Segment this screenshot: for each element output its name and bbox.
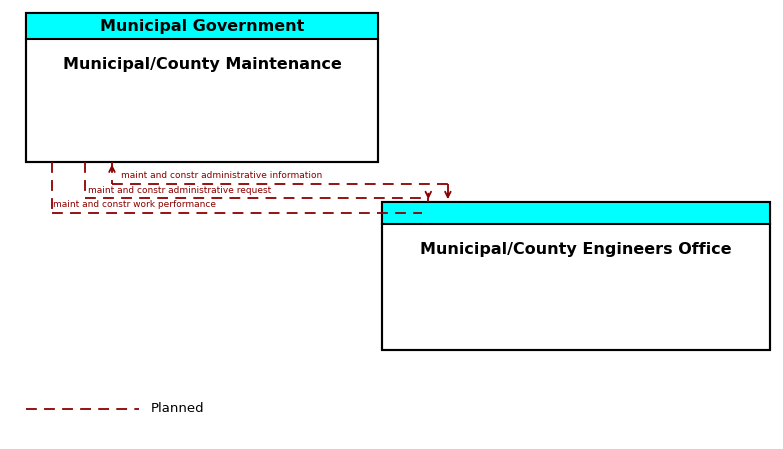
Text: maint and constr administrative request: maint and constr administrative request: [88, 186, 272, 195]
Text: Municipal/County Maintenance: Municipal/County Maintenance: [63, 57, 341, 72]
Text: Municipal/County Engineers Office: Municipal/County Engineers Office: [420, 242, 731, 257]
Text: Municipal Government: Municipal Government: [99, 19, 305, 34]
Bar: [382, 202, 770, 350]
Text: maint and constr administrative information: maint and constr administrative informat…: [121, 172, 323, 180]
Bar: [26, 13, 378, 162]
Text: maint and constr work performance: maint and constr work performance: [53, 200, 216, 209]
Bar: [382, 202, 770, 350]
Text: Planned: Planned: [151, 402, 204, 415]
Bar: [26, 13, 378, 162]
Bar: [382, 202, 770, 224]
Bar: [26, 13, 378, 40]
